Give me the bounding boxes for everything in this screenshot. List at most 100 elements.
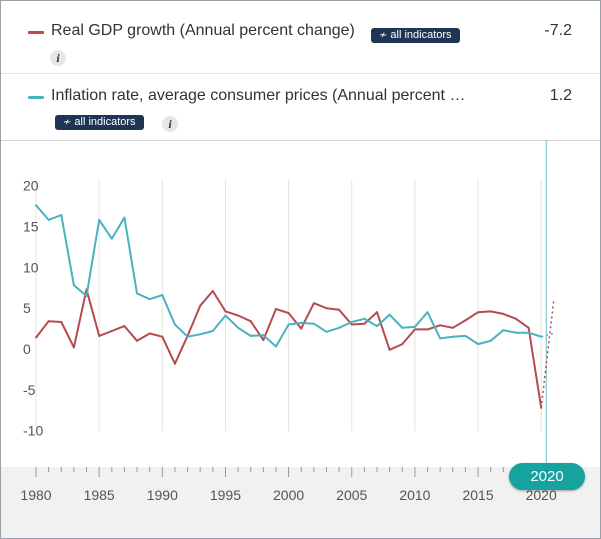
data-point (85, 294, 88, 297)
data-point (60, 214, 63, 217)
data-point (35, 336, 37, 339)
data-point (325, 330, 328, 333)
data-point (477, 343, 480, 346)
data-point (300, 327, 303, 330)
data-point (388, 313, 391, 316)
data-point (376, 325, 379, 328)
x-tick-label-1995: 1995 (210, 487, 241, 503)
data-point (426, 311, 429, 314)
inflation-all-indicators-label: all indicators (74, 116, 136, 128)
data-point (237, 314, 240, 317)
data-point (338, 326, 341, 329)
data-point (211, 289, 214, 292)
data-point (161, 294, 164, 297)
data-point (527, 331, 530, 334)
x-tick-label-2000: 2000 (273, 487, 304, 503)
data-point (413, 325, 416, 328)
chart-trend-icon: ≁ (63, 117, 72, 128)
x-tick-label-1985: 1985 (84, 487, 115, 503)
data-point (464, 334, 467, 337)
data-point (477, 311, 480, 314)
data-point (136, 339, 139, 342)
chart-trend-icon: ≁ (379, 30, 388, 41)
legend-row-gdp: Real GDP growth (Annual percent change) … (1, 1, 600, 74)
data-point (312, 302, 315, 305)
data-point (249, 320, 252, 323)
data-point (439, 324, 442, 327)
data-point (98, 218, 101, 221)
data-point (262, 339, 265, 342)
data-point (211, 330, 214, 333)
x-tick-label-2010: 2010 (399, 487, 430, 503)
data-point (110, 237, 113, 240)
data-point (237, 326, 240, 329)
data-point (72, 346, 75, 349)
gdp-info-icon[interactable]: i (50, 50, 66, 66)
data-point (464, 319, 467, 322)
data-point (350, 323, 353, 326)
data-point (123, 216, 126, 219)
data-point (123, 325, 126, 328)
data-point (224, 314, 227, 317)
inflation-value: 1.2 (549, 87, 572, 104)
y-tick-label: 15 (23, 218, 39, 234)
x-tick-label-2015: 2015 (462, 487, 493, 503)
data-point (148, 298, 151, 301)
data-point (274, 307, 277, 310)
data-point (173, 323, 176, 326)
data-point (47, 320, 50, 323)
x-tick-label-2020: 2020 (526, 487, 557, 503)
gdp-all-indicators-label: all indicators (390, 29, 452, 41)
data-point (199, 304, 202, 307)
data-point (413, 328, 416, 331)
data-point (401, 326, 404, 329)
projection-line-1 (541, 332, 554, 338)
data-point (489, 310, 492, 313)
data-point (262, 334, 265, 337)
x-tick-label-2005: 2005 (336, 487, 367, 503)
data-point (161, 335, 164, 338)
x-tick-label-1980: 1980 (20, 487, 51, 503)
gdp-color-swatch (28, 31, 44, 34)
legend-row-inflation: Inflation rate, average consumer prices … (1, 74, 600, 141)
data-point (527, 326, 530, 329)
y-tick-label: 5 (23, 300, 31, 316)
data-point (249, 334, 252, 337)
data-point (312, 322, 315, 325)
data-point (47, 218, 50, 221)
y-tick-label: 0 (23, 341, 31, 357)
data-point (35, 204, 37, 207)
projection-line-0 (540, 299, 555, 408)
data-point (186, 335, 189, 338)
data-point (72, 284, 75, 287)
inflation-all-indicators-button[interactable]: ≁ all indicators (55, 115, 144, 130)
data-point (173, 362, 176, 365)
data-point (148, 332, 151, 335)
gdp-all-indicators-button[interactable]: ≁ all indicators (371, 28, 460, 43)
inflation-info-icon[interactable]: i (162, 116, 178, 132)
data-point (98, 334, 101, 337)
data-point (376, 311, 379, 314)
data-point (338, 308, 341, 311)
data-point (274, 345, 277, 348)
selected-year-handle[interactable]: 2020 (509, 463, 585, 490)
inflation-indicator-label: Inflation rate, average consumer prices … (51, 87, 466, 104)
data-point (199, 333, 202, 336)
x-tick-label-1990: 1990 (147, 487, 178, 503)
data-point (287, 312, 290, 315)
data-point (350, 321, 353, 324)
data-point (110, 330, 113, 333)
data-point (388, 348, 391, 351)
data-point (363, 317, 366, 320)
data-point (514, 331, 517, 334)
data-point (224, 310, 227, 313)
data-point (401, 343, 404, 346)
y-tick-label: -5 (23, 382, 36, 398)
data-point (489, 339, 492, 342)
data-point (451, 326, 454, 329)
y-tick-label: 20 (23, 178, 39, 194)
data-point (451, 335, 454, 338)
data-point (502, 329, 505, 332)
